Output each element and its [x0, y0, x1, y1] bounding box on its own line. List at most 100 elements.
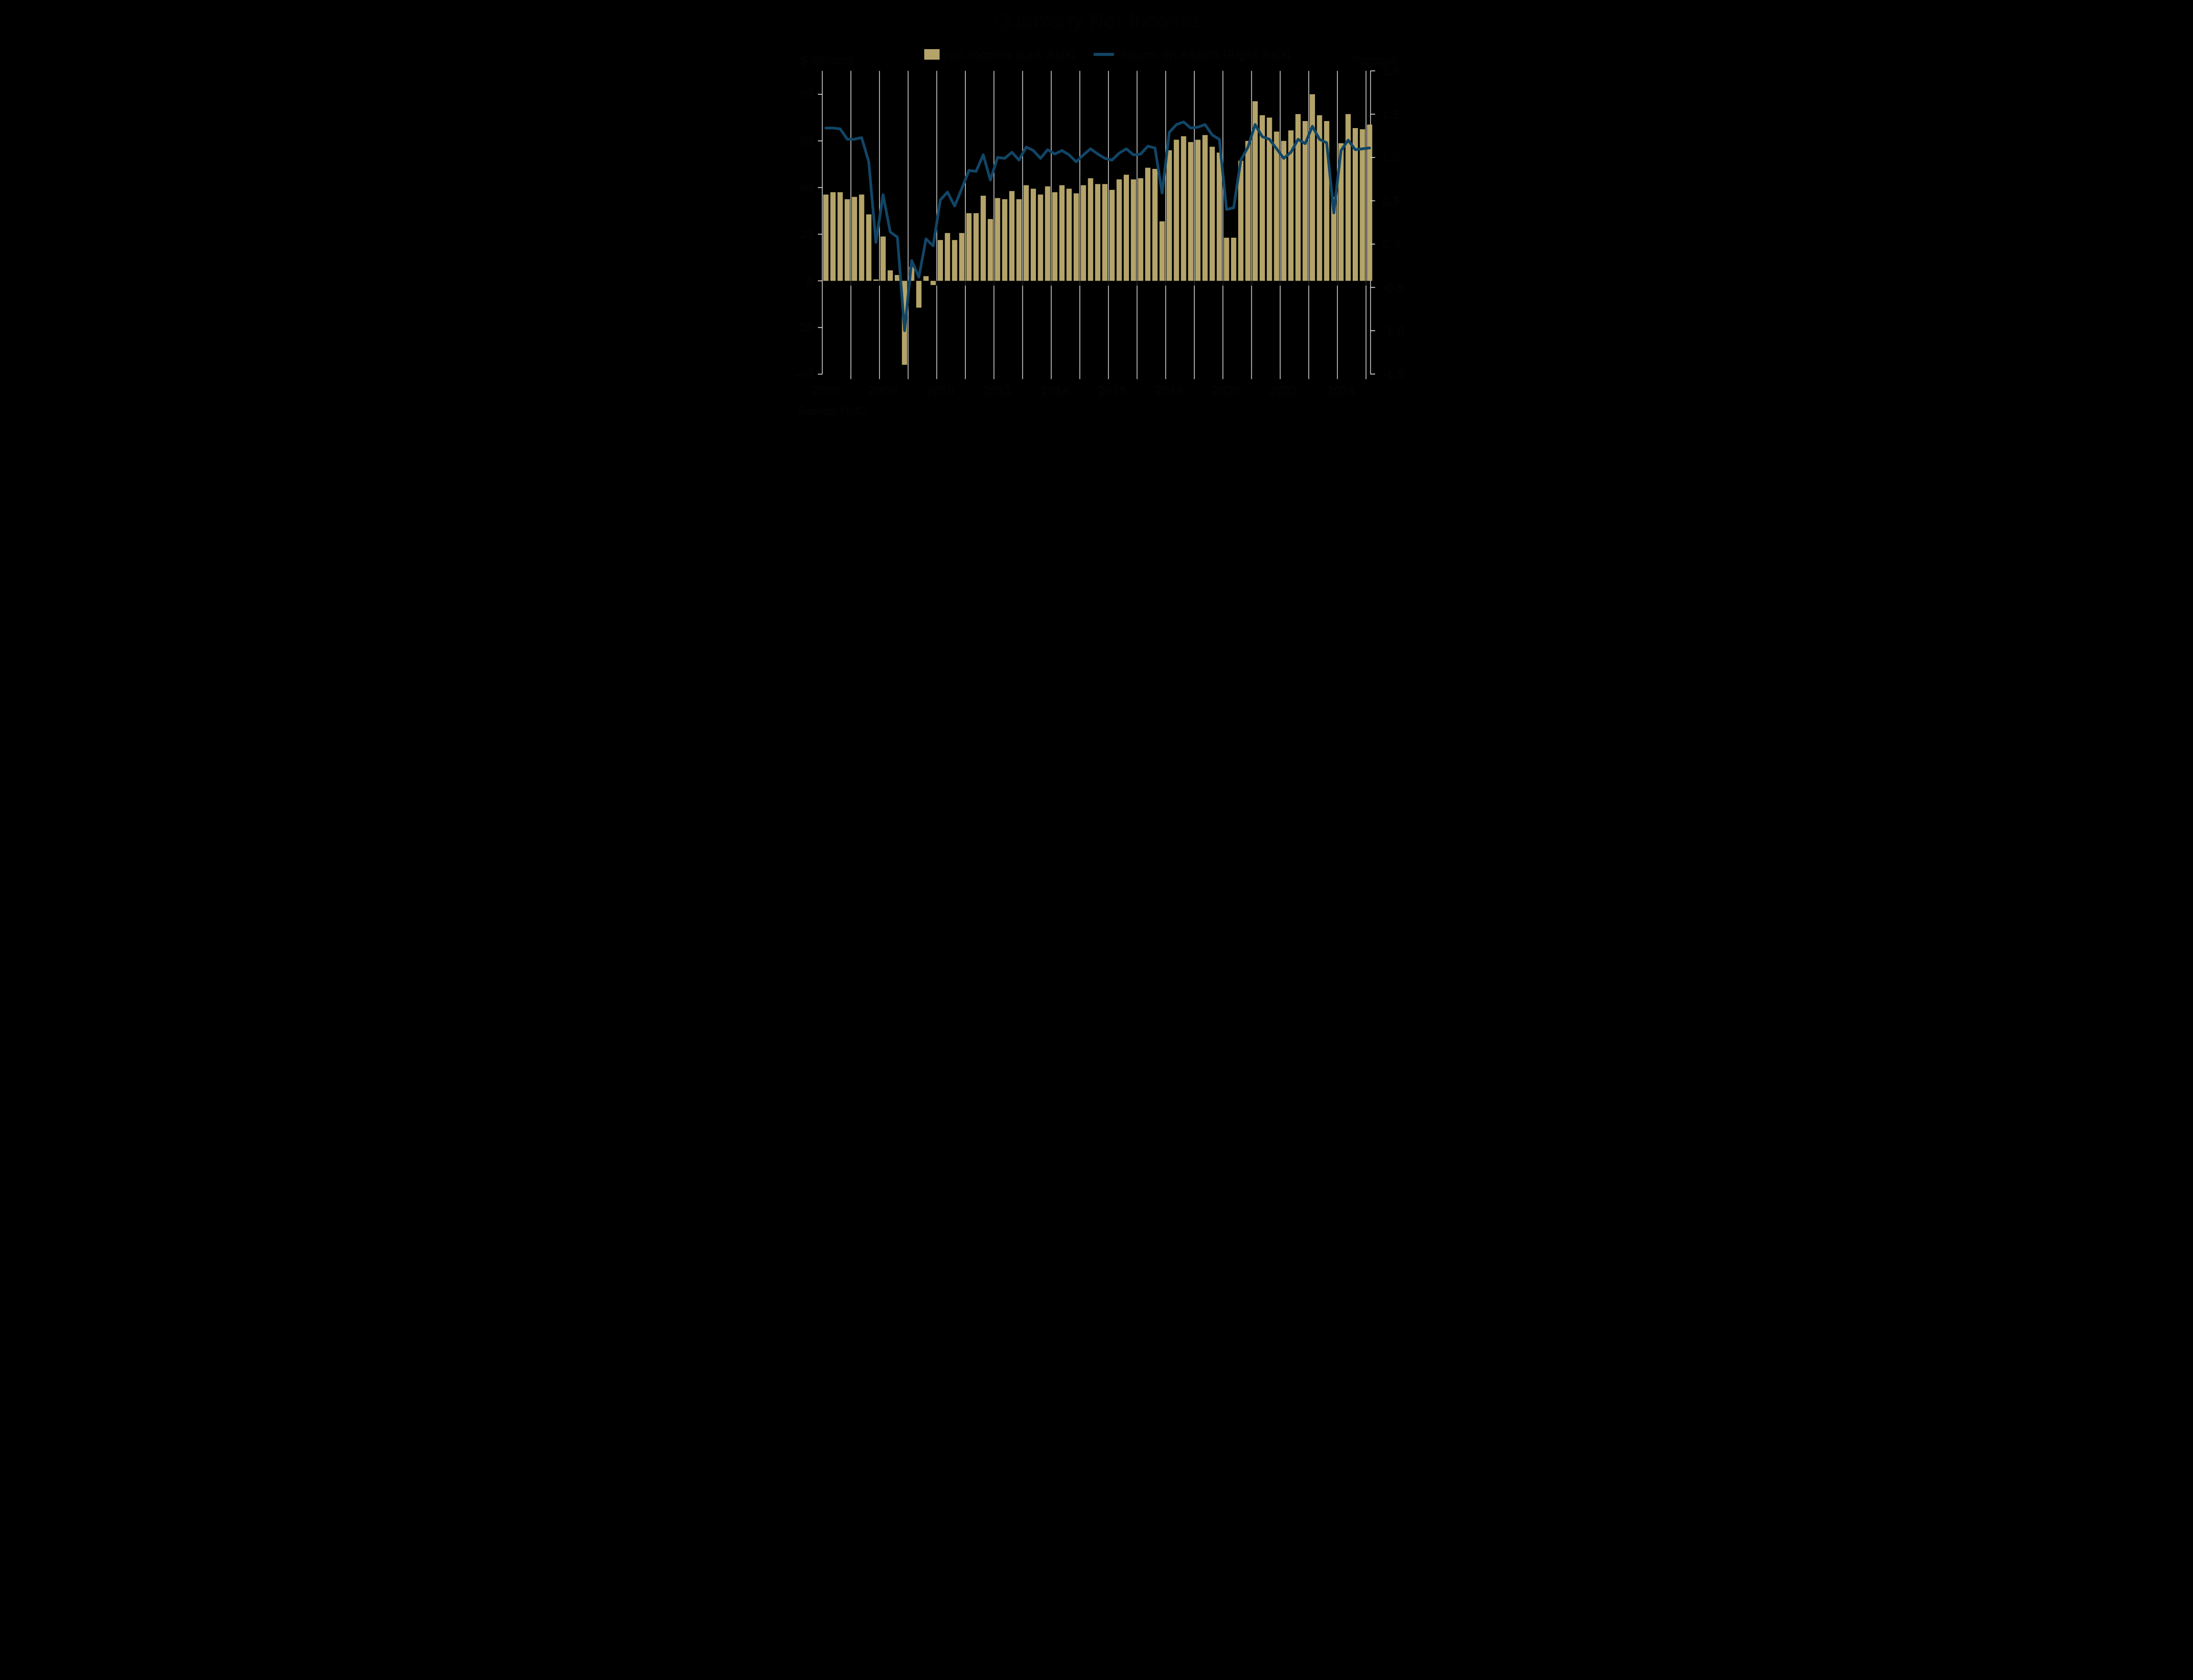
right-tick-label: 1.0: [1382, 152, 1400, 165]
roa-line-path: [824, 120, 1371, 332]
axis-tick-labels: 80 60 40 20 0 -20 -40 2.0 1.5 1.0 0.5 0.0 -0.5 -1.0 -1…: [795, 65, 1404, 398]
net-income-bar: [923, 276, 929, 281]
chart-title: Quarterly Net Income: [994, 11, 1198, 32]
left-tick-label: 60: [799, 135, 814, 148]
net-income-bar: [1088, 178, 1093, 281]
year-tick-label: 2014: [1040, 385, 1069, 398]
net-income-bar: [859, 194, 864, 281]
left-axis-title: $ Billions: [800, 54, 854, 67]
year-tick-label: 2012: [983, 385, 1012, 398]
net-income-bar: [1288, 130, 1294, 281]
legend-bar-label: Net Income (Left Axis): [944, 48, 1075, 62]
year-tick-label: 2010: [926, 385, 955, 398]
net-income-bar: [1217, 152, 1222, 281]
net-income-bar: [1267, 118, 1272, 281]
net-income-bar: [852, 197, 857, 281]
right-tick-label: 0.5: [1382, 195, 1400, 208]
net-income-bars: [823, 94, 1372, 365]
left-tick-label: 20: [799, 228, 814, 241]
net-income-bar: [866, 214, 871, 281]
net-income-bar: [995, 198, 1000, 281]
year-tick-label: 2024: [1326, 385, 1355, 398]
net-income-bar: [1102, 184, 1108, 281]
net-income-bar: [1274, 131, 1279, 281]
vertical-gridlines: [850, 71, 1367, 374]
right-axis-title: Percent: [1352, 54, 1397, 67]
net-income-bar: [1073, 193, 1079, 281]
net-income-bar: [1002, 199, 1007, 281]
net-income-bar: [1009, 191, 1015, 281]
net-income-bar: [980, 196, 986, 281]
net-income-bar: [1166, 150, 1172, 281]
net-income-bar: [1338, 143, 1344, 281]
net-income-bar: [959, 233, 964, 281]
right-tick-label: -1.0: [1382, 325, 1404, 338]
net-income-bar: [966, 213, 972, 281]
net-income-bar: [1066, 189, 1072, 281]
net-income-bar: [916, 281, 921, 308]
net-income-bar: [1209, 147, 1215, 281]
net-income-bar: [1345, 114, 1351, 281]
net-income-bar: [1310, 94, 1315, 281]
net-income-bar: [1231, 237, 1236, 281]
net-income-bar: [1245, 141, 1251, 281]
net-income-bar: [1259, 115, 1265, 281]
net-income-bar: [1174, 139, 1179, 281]
net-income-bar: [1302, 121, 1308, 281]
roa-line: [824, 120, 1371, 332]
net-income-bar: [1317, 115, 1322, 281]
net-income-bar: [1045, 186, 1050, 281]
year-tick-label: 2008: [868, 385, 897, 398]
right-tick-label: 2.0: [1382, 65, 1400, 78]
net-income-bar: [887, 270, 893, 281]
net-income-bar: [1353, 128, 1358, 281]
net-income-bar: [1159, 221, 1165, 281]
net-income-bar: [1023, 185, 1029, 281]
net-income-bar: [1367, 124, 1372, 281]
net-income-bar: [1124, 175, 1129, 281]
year-tick-label: 2018: [1155, 385, 1184, 398]
net-income-bar: [945, 233, 950, 281]
net-income-bar: [1360, 129, 1365, 281]
net-income-bar: [988, 219, 993, 281]
net-income-bar: [873, 279, 879, 281]
net-income-bar: [937, 240, 943, 281]
net-income-bar: [895, 275, 900, 281]
quarterly-net-income-chart: 80 60 40 20 0 -20 -40 2.0 1.5 1.0 0.5 0.0 -0.5 -1.0 -1…: [788, 0, 1405, 420]
net-income-bar: [1138, 178, 1143, 281]
left-tick-label: -20: [795, 322, 813, 335]
right-tick-label: -1.5: [1382, 368, 1404, 381]
chart-canvas: 80 60 40 20 0 -20 -40 2.0 1.5 1.0 0.5 0.0 -0.5 -1.0 -1…: [788, 0, 1405, 420]
net-income-bar: [1331, 197, 1337, 281]
legend: Net Income (Left Axis) Return on Assets …: [924, 48, 1292, 62]
net-income-bar: [1038, 194, 1043, 281]
net-income-bar: [1224, 237, 1229, 281]
net-income-bar: [837, 192, 843, 281]
net-income-bar: [1116, 179, 1122, 281]
net-income-bar: [1195, 139, 1201, 281]
net-income-bar: [880, 236, 886, 281]
axis-ticks: [818, 70, 1375, 379]
legend-line-label: Return on Assets (Right Axis): [1119, 48, 1292, 62]
net-income-bar: [1202, 135, 1208, 281]
net-income-bar: [1059, 185, 1065, 281]
right-tick-label: -0.5: [1382, 282, 1404, 295]
net-income-bar: [1181, 136, 1186, 281]
net-income-bar: [1081, 185, 1086, 281]
net-income-bar: [1145, 168, 1150, 281]
net-income-bar: [1109, 189, 1115, 281]
legend-bar-swatch: [924, 49, 940, 60]
right-tick-label: 1.5: [1382, 108, 1400, 122]
net-income-bar: [1281, 141, 1286, 281]
year-tick-label: 2022: [1269, 385, 1298, 398]
net-income-bar: [1095, 184, 1100, 281]
net-income-bar: [1016, 199, 1022, 281]
source-note: Source: FDIC.: [798, 405, 869, 418]
left-tick-label: 80: [799, 88, 814, 101]
net-income-bar: [844, 199, 850, 281]
net-income-bar: [1131, 179, 1136, 281]
net-income-bar: [1052, 192, 1057, 281]
left-tick-label: 0: [806, 275, 814, 288]
net-income-bar: [930, 281, 936, 285]
net-income-bar: [1188, 142, 1193, 281]
